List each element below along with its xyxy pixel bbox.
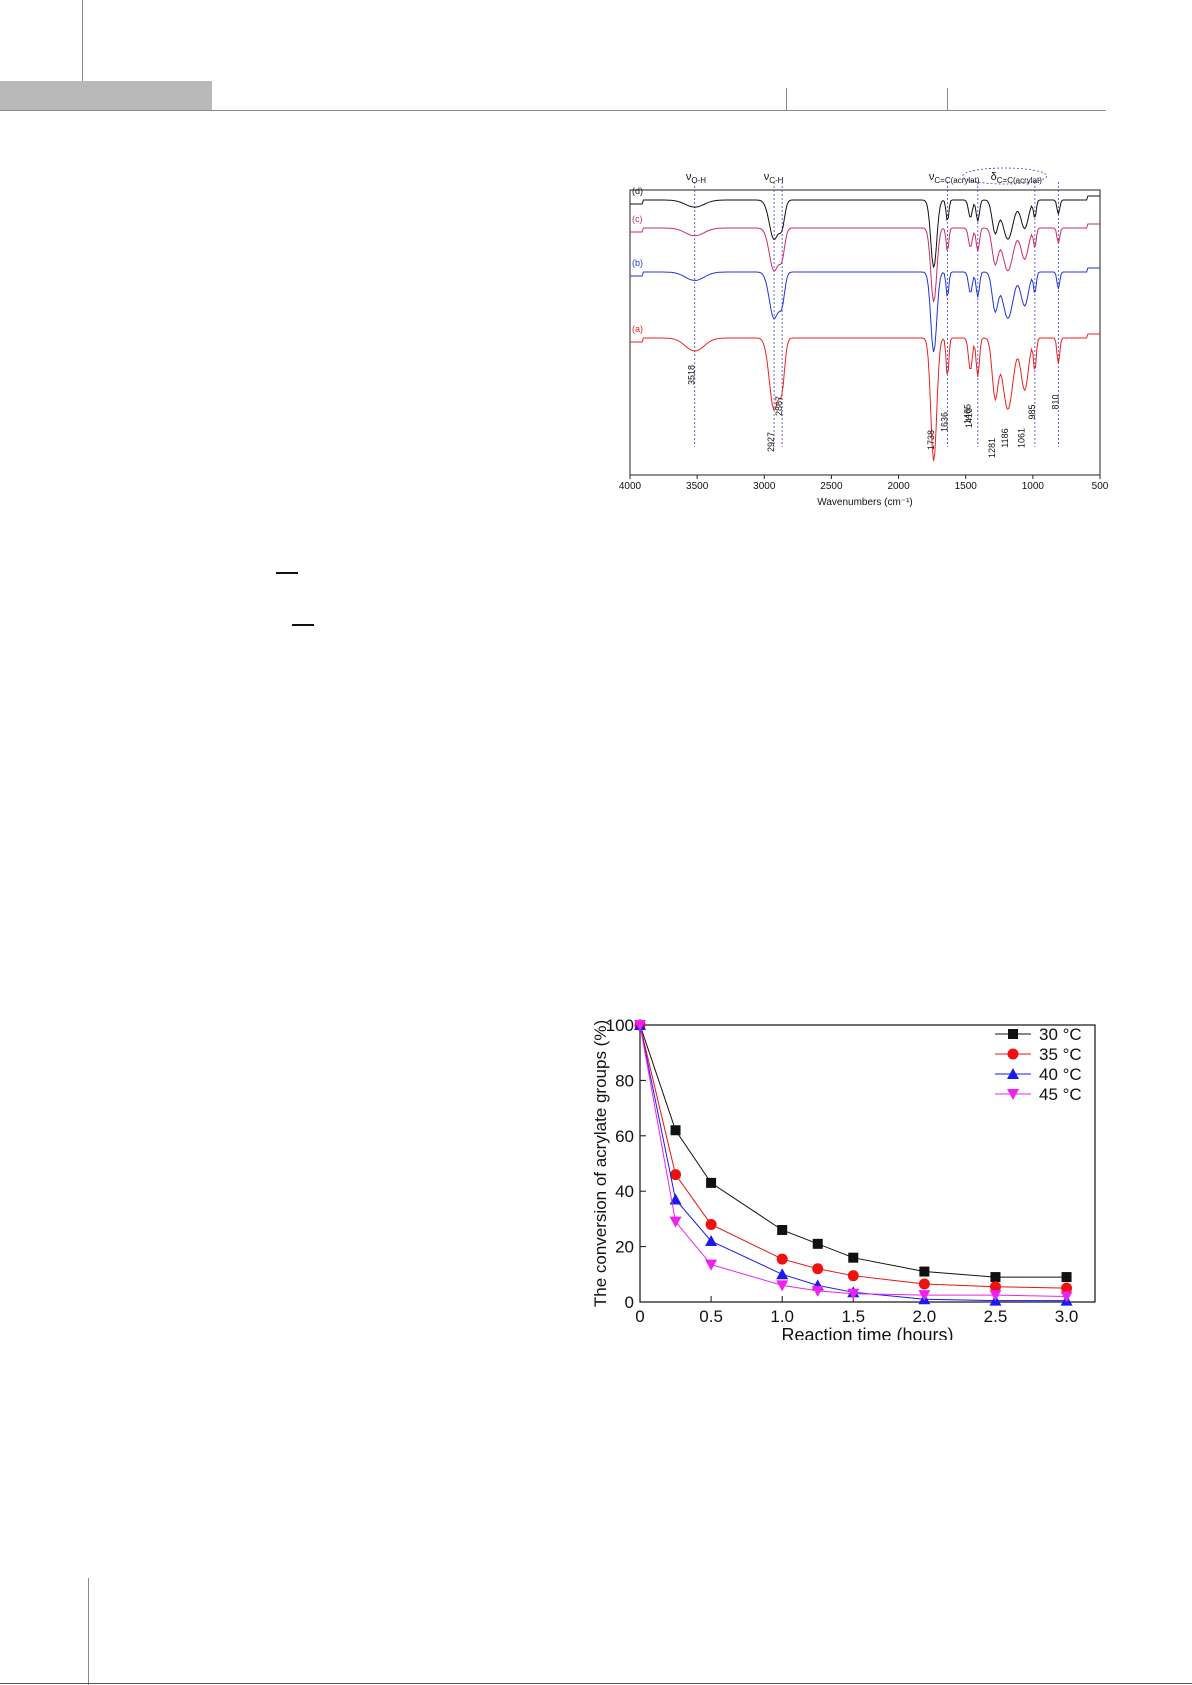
x-tick-label: 1.0 <box>770 1307 794 1326</box>
data-point <box>776 1253 788 1265</box>
x-tick-label: 3500 <box>686 481 709 492</box>
header-divider <box>947 88 948 110</box>
y-tick-label: 80 <box>615 1071 634 1090</box>
data-point <box>669 1193 682 1205</box>
header-vertical-rule <box>82 0 83 81</box>
peak-label: 1186 <box>1000 428 1010 447</box>
x-tick-label: 2000 <box>887 481 910 492</box>
plot-frame <box>639 1024 1096 1303</box>
band-label: νC-H <box>764 171 784 185</box>
data-point <box>1007 1068 1019 1079</box>
data-point <box>847 1270 859 1282</box>
peak-label: 1636 <box>939 412 949 432</box>
x-tick-label: 3.0 <box>1055 1307 1079 1326</box>
peak-label: 1281 <box>987 438 997 458</box>
peak-label: 1738 <box>926 430 936 450</box>
data-point <box>705 1218 717 1230</box>
header-rule <box>0 110 1106 111</box>
legend-label: 35 °C <box>1039 1045 1082 1064</box>
conversion-chart: 0 20 40 60 80 100 0 0.5 1.0 1.5 2.0 2.5 3.0 Reaction … <box>591 1016 1096 1340</box>
peak-label: 2867 <box>774 396 784 416</box>
data-point <box>812 1263 824 1275</box>
x-axis-label: Reaction time (hours) <box>781 1325 953 1340</box>
legend-label: 45 °C <box>1039 1085 1082 1104</box>
y-tick-label: 60 <box>615 1127 634 1146</box>
peak-label: 1465 <box>962 404 972 424</box>
data-point <box>1061 1272 1072 1283</box>
data-point <box>847 1288 860 1300</box>
spectrum-a <box>630 333 1100 462</box>
data-point <box>706 1177 717 1188</box>
ftir-spectrum-chart: νO-H νC-H νC=C(acrylat) δC=C(acrylat) (d) (c)… <box>619 167 1109 508</box>
x-tick-label: 0.5 <box>699 1307 723 1326</box>
band-label: νO-H <box>686 171 706 185</box>
x-tick-label: 0 <box>635 1307 644 1326</box>
legend-label: 40 °C <box>1039 1065 1082 1084</box>
data-point <box>776 1280 789 1292</box>
text-dash <box>276 572 298 574</box>
series-label: (d) <box>632 186 643 196</box>
y-axis-label: The conversion of acrylate groups (%) <box>591 1020 610 1307</box>
series-line <box>639 1024 1067 1289</box>
band-label: νC=C(acrylat) <box>929 171 980 185</box>
x-tick-label: 2.5 <box>984 1307 1008 1326</box>
data-point <box>1008 1029 1018 1039</box>
peak-label: 1061 <box>1017 428 1027 448</box>
footer-vertical-rule <box>88 1578 89 1685</box>
x-tick-label: 2.0 <box>913 1307 937 1326</box>
text-dash <box>292 624 314 626</box>
series-label: (c) <box>632 214 643 224</box>
y-tick-label: 100 <box>606 1016 634 1035</box>
data-point <box>919 1266 930 1277</box>
data-point <box>918 1290 931 1302</box>
data-point <box>777 1224 788 1235</box>
y-tick-label: 0 <box>625 1293 634 1312</box>
data-point <box>918 1278 930 1290</box>
data-point <box>990 1272 1001 1283</box>
header-tab <box>0 81 212 111</box>
peak-label: 985 <box>1027 404 1037 419</box>
header-divider <box>786 88 787 110</box>
peak-label: 1410 <box>964 408 974 428</box>
data-point <box>989 1290 1002 1302</box>
data-point <box>776 1268 789 1280</box>
data-point <box>705 1235 718 1247</box>
series-line <box>639 1024 1067 1278</box>
spectrum-d <box>630 195 1100 268</box>
x-axis-label: Wavenumbers (cm⁻¹) <box>817 497 912 508</box>
peak-label: 2927 <box>766 432 776 452</box>
spectrum-b <box>630 267 1100 353</box>
legend-label: 30 °C <box>1039 1025 1082 1044</box>
data-point <box>670 1125 681 1136</box>
x-tick-label: 3000 <box>753 481 776 492</box>
footer-rule <box>0 1683 1192 1684</box>
x-tick-label: 1500 <box>955 481 978 492</box>
data-point <box>811 1285 824 1297</box>
y-tick-label: 40 <box>615 1182 634 1201</box>
x-tick-label: 1000 <box>1022 481 1045 492</box>
series-label: (a) <box>632 324 643 334</box>
plot-frame <box>629 189 1101 476</box>
x-tick-label: 500 <box>1092 481 1109 492</box>
data-point <box>669 1216 682 1228</box>
band-label: δC=C(acrylat) <box>991 171 1043 185</box>
spectrum-c <box>630 223 1100 302</box>
peak-label: 810 <box>1050 394 1060 409</box>
data-point <box>705 1259 718 1271</box>
data-point <box>670 1169 682 1181</box>
x-tick-label: 2500 <box>820 481 843 492</box>
data-point <box>1007 1089 1019 1100</box>
data-point <box>848 1252 859 1263</box>
data-point <box>1060 1291 1073 1303</box>
data-point <box>634 1020 646 1031</box>
data-point <box>812 1238 823 1249</box>
x-tick-label: 1.5 <box>841 1307 865 1326</box>
y-tick-label: 20 <box>615 1238 634 1257</box>
series-label: (b) <box>632 258 643 268</box>
peak-label: 3518 <box>687 365 697 385</box>
data-point <box>989 1281 1001 1293</box>
data-point <box>1061 1282 1073 1294</box>
data-point <box>1007 1048 1019 1060</box>
x-tick-label: 4000 <box>619 481 642 492</box>
